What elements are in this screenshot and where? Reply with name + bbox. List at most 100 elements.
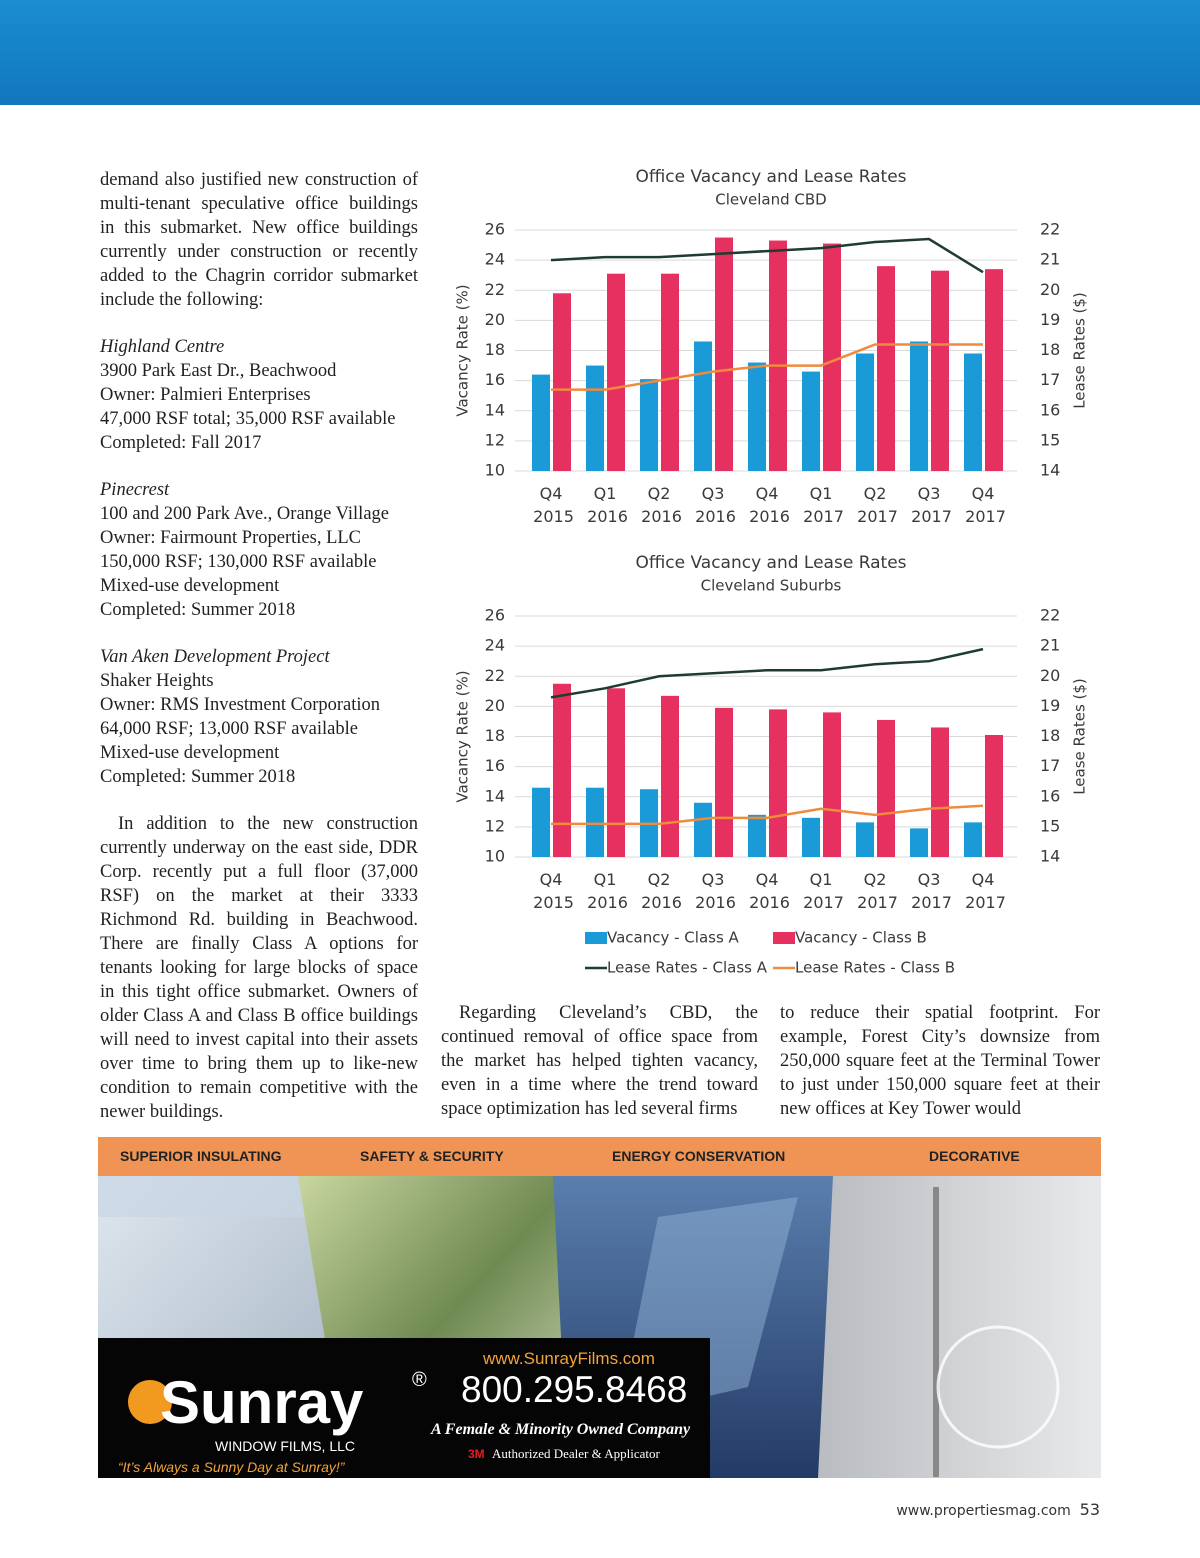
feature: DECORATIVE [929,1148,1020,1164]
y-tick-label: 22 [485,280,505,299]
y2-tick-label: 21 [1040,636,1060,655]
y2-tick-label: 20 [1040,666,1060,685]
chart-title: Office Vacancy and Lease Rates [635,553,906,573]
bar [586,787,604,857]
x-tick-label: Q2 2016 [636,870,682,912]
advertisement: SUPERIOR INSULATING SAFETY & SECURITY EN… [98,1137,1101,1478]
page-number: 53 [1079,1500,1100,1519]
logo-3m: 3M [468,1447,485,1461]
ad-art [98,1137,1101,1478]
bar [856,822,874,857]
bar [748,814,766,857]
x-tick-label: Q4 2017 [960,484,1006,526]
x-tick-label: Q1 2017 [798,484,844,526]
legend-label: Vacancy - Class B [795,929,927,947]
y-tick-label: 14 [485,786,505,805]
bar [715,707,733,857]
y-tick-label: 10 [485,847,505,866]
bar [856,353,874,471]
project-line: Mixed-use development [100,576,280,596]
bar [532,787,550,857]
chart-subtitle: Cleveland Suburbs [701,577,842,595]
legend-label: Lease Rates - Class B [795,959,955,977]
x-tick-label: Q4 2017 [960,870,1006,912]
ownership: A Female & Minority Owned Company [431,1421,691,1438]
line-series [550,647,984,699]
y-tick-label: 18 [485,340,505,359]
x-tick-label: Q4 2015 [528,484,574,526]
bar [823,243,841,471]
x-tick-label: Q2 2016 [636,484,682,526]
y2-tick-label: 14 [1040,461,1060,480]
bottom-column: Regarding Cleveland’s CBD, the continued… [441,1003,758,1119]
legend-swatch [585,932,607,944]
feature: ENERGY CONSERVATION [612,1148,786,1164]
x-tick-label: Q3 2017 [906,484,952,526]
x-tick-label: Q4 2016 [744,484,790,526]
bar [715,237,733,471]
y2-tick-label: 21 [1040,250,1060,269]
project-line: 100 and 200 Park Ave., Orange Village [100,504,389,524]
bottom-column: to reduce their spatial footprint. For e… [780,1003,1100,1119]
project-line: 150,000 RSF; 130,000 RSF available [100,552,377,572]
y2-tick-label: 19 [1040,310,1060,329]
y-tick-label: 24 [485,250,505,269]
registered-mark: ® [412,1369,427,1391]
project-line: Owner: RMS Investment Corporation [100,695,381,715]
header-band [0,0,1200,105]
bar [553,683,571,857]
y-tick-label: 16 [485,370,505,389]
y2-axis-label: Lease Rates ($) [1071,678,1089,795]
y2-tick-label: 14 [1040,847,1060,866]
y2-tick-label: 16 [1040,786,1060,805]
project-line: 3900 Park East Dr., Beachwood [100,361,337,381]
intro-paragraph: demand also justified new construction o… [100,170,418,310]
legend-swatch [773,932,795,944]
project-line: 64,000 RSF; 13,000 RSF available [100,719,358,739]
y2-axis-label: Lease Rates ($) [1071,292,1089,409]
y-axis-label: Vacancy Rate (%) [454,670,472,802]
bar [985,734,1003,857]
y-tick-label: 24 [485,636,505,655]
legend-label: Vacancy - Class A [607,929,740,947]
brand: Sunray [160,1369,364,1436]
bar [964,822,982,857]
y2-tick-label: 15 [1040,816,1060,835]
x-tick-label: Q3 2017 [906,870,952,912]
bar [802,817,820,857]
project: Pinecrest 100 and 200 Park Ave., Orange V… [100,478,418,622]
y2-tick-label: 17 [1040,756,1060,775]
project-name: Pinecrest [100,480,170,500]
bar [586,365,604,471]
y2-tick-label: 17 [1040,370,1060,389]
x-tick-label: Q4 2016 [744,870,790,912]
feature: SUPERIOR INSULATING [120,1148,282,1164]
y-tick-label: 20 [485,310,505,329]
brand-subtitle: WINDOW FILMS, LLC [215,1438,356,1454]
y2-tick-label: 18 [1040,726,1060,745]
site: www.propertiesmag.com [896,1503,1071,1519]
y-tick-label: 26 [485,220,505,239]
y-axis-label: Vacancy Rate (%) [454,284,472,416]
project-line: Completed: Fall 2017 [100,433,262,453]
bar [607,273,625,471]
bar [694,802,712,857]
x-tick-label: Q2 2017 [852,870,898,912]
bar [553,293,571,471]
y2-tick-label: 22 [1040,220,1060,239]
y-tick-label: 10 [485,461,505,480]
y2-tick-label: 22 [1040,606,1060,625]
chart-title: Office Vacancy and Lease Rates [635,167,906,187]
project-line: Owner: Palmieri Enterprises [100,385,311,405]
closing-paragraph: In addition to the new construction curr… [100,814,418,1122]
project-name: Highland Centre [100,337,225,357]
y-tick-label: 18 [485,726,505,745]
y2-tick-label: 15 [1040,430,1060,449]
y2-tick-label: 18 [1040,340,1060,359]
dealer: Authorized Dealer & Applicator [492,1446,660,1461]
bar [931,270,949,471]
y-tick-label: 14 [485,400,505,419]
bar [964,353,982,471]
bar [694,341,712,471]
